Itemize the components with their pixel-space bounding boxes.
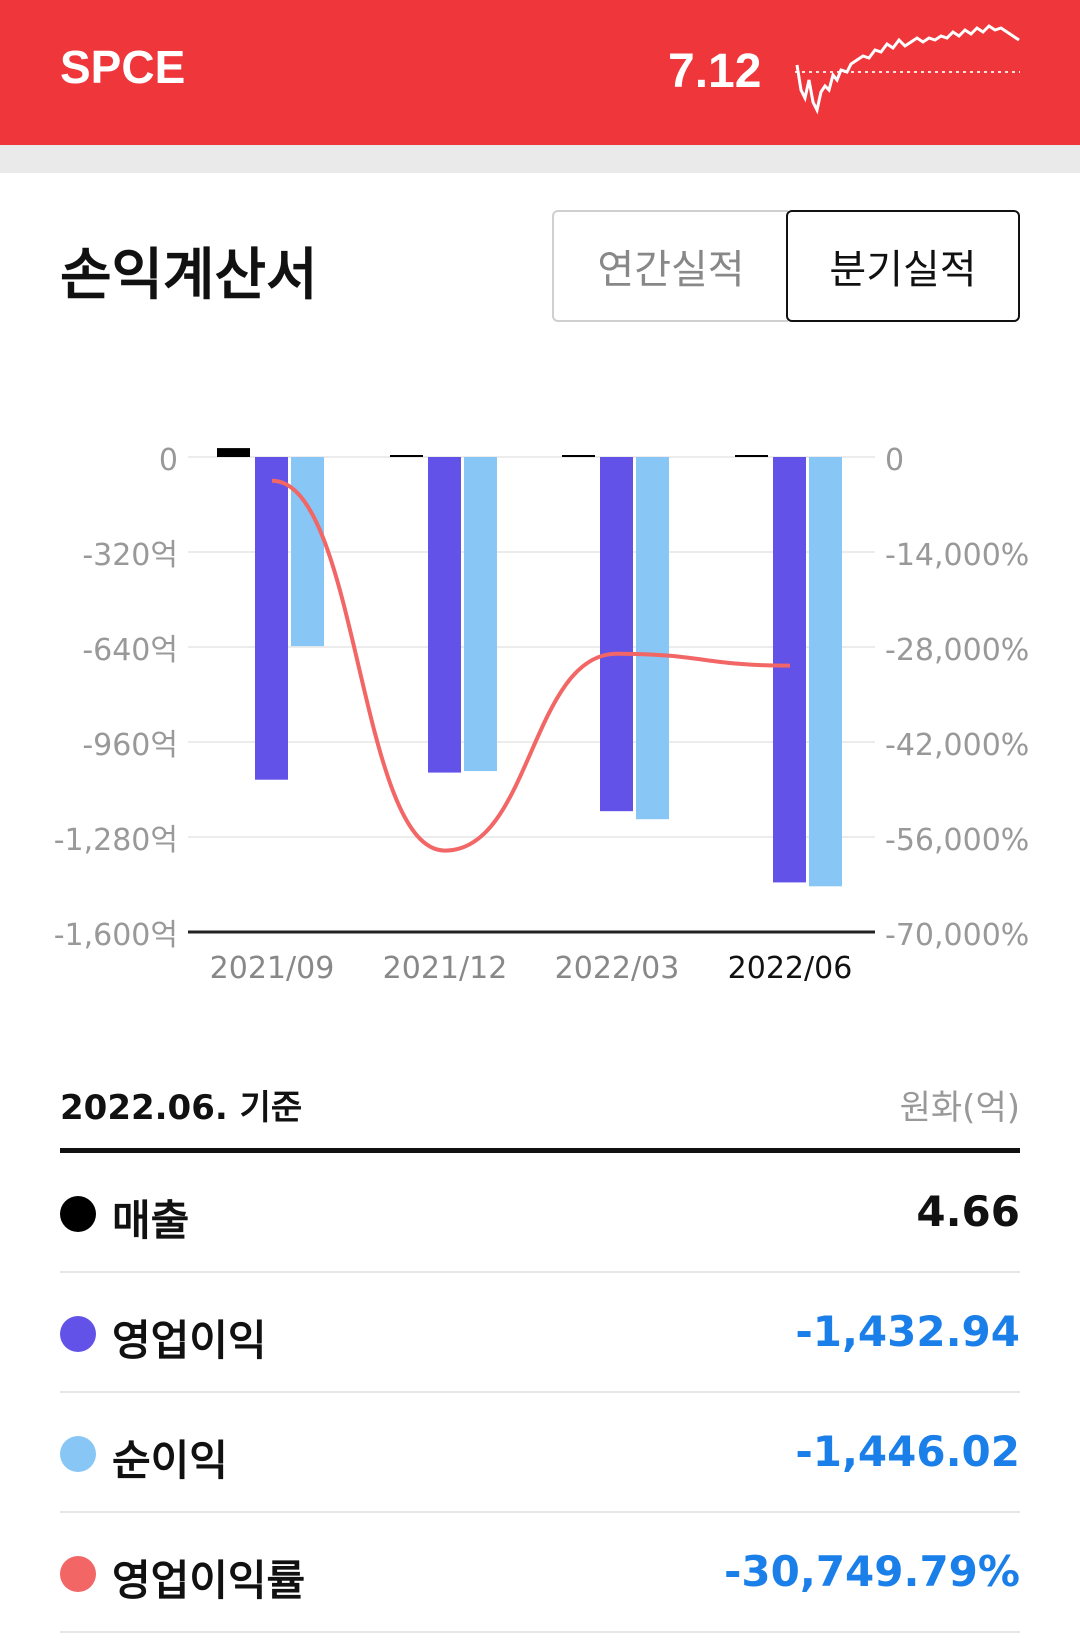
summary-unit: 원화(억)	[899, 1088, 1020, 1128]
left-axis-tick: 0	[159, 443, 178, 478]
legend-dot-revenue	[60, 1196, 96, 1232]
x-axis-tick: 2021/12	[383, 951, 508, 986]
left-axis-tick: -640억	[82, 633, 178, 668]
line-영업이익률	[271, 478, 791, 853]
bar-매출	[562, 455, 595, 457]
row-label: 매출	[112, 1196, 190, 1245]
bar-영업이익	[428, 457, 461, 773]
left-axis-tick: -1,280억	[54, 823, 178, 858]
summary-row-operating-income: 영업이익 -1,432.94	[60, 1273, 1020, 1393]
right-axis-tick: -42,000%	[885, 728, 1029, 763]
row-label: 영업이익률	[112, 1556, 306, 1605]
bar-순이익	[636, 457, 669, 820]
income-chart: 0 0 -320억 -14,000% -640억 -28,000% -960억 -42,000…	[54, 443, 1030, 986]
right-axis-tick: -56,000%	[885, 823, 1029, 858]
x-axis-tick: 2022/03	[555, 951, 680, 986]
current-price: 7.12	[668, 45, 762, 98]
bar-영업이익	[773, 457, 806, 883]
x-axis-tick: 2022/06	[728, 951, 853, 986]
x-axis-tick: 2021/09	[210, 951, 335, 986]
summary-divider	[60, 1148, 1020, 1153]
bar-순이익	[464, 457, 497, 772]
legend-dot-operating-margin	[60, 1556, 96, 1592]
bar-순이익	[291, 457, 324, 647]
tab-annual[interactable]: 연간실적	[552, 210, 788, 322]
summary-row-revenue: 매출 4.66	[60, 1153, 1020, 1273]
legend-dot-net-income	[60, 1436, 96, 1472]
bar-매출	[390, 455, 423, 457]
section-title: 손익계산서	[60, 243, 318, 308]
right-axis-tick: 0	[885, 443, 904, 478]
right-axis-tick: -28,000%	[885, 633, 1029, 668]
stock-header: SPCE 7.12	[0, 0, 1080, 145]
bar-매출	[735, 455, 768, 457]
row-label: 영업이익	[112, 1316, 267, 1365]
left-axis-tick: -1,600억	[54, 918, 178, 953]
ticker-symbol: SPCE	[60, 41, 186, 93]
right-axis-tick: -14,000%	[885, 538, 1029, 573]
summary-row-net-income: 순이익 -1,446.02	[60, 1393, 1020, 1513]
legend-dot-operating-income	[60, 1316, 96, 1352]
row-value: -30,749.79%	[724, 1547, 1020, 1596]
bar-매출	[217, 448, 250, 457]
bar-영업이익	[255, 457, 288, 780]
row-label: 순이익	[112, 1436, 228, 1485]
row-value: -1,446.02	[795, 1427, 1020, 1476]
left-axis-tick: -320억	[82, 538, 178, 573]
row-value: -1,432.94	[795, 1307, 1020, 1356]
bar-순이익	[809, 457, 842, 887]
price-sparkline	[795, 24, 1020, 115]
right-axis-tick: -70,000%	[885, 918, 1029, 953]
tab-quarterly[interactable]: 분기실적	[786, 210, 1020, 322]
summary-basis-date: 2022.06. 기준	[60, 1088, 303, 1128]
left-axis-tick: -960억	[82, 728, 178, 763]
header-divider	[0, 145, 1080, 173]
row-value: 4.66	[916, 1187, 1020, 1236]
bar-영업이익	[600, 457, 633, 812]
summary-row-operating-margin: 영업이익률 -30,749.79%	[60, 1513, 1020, 1633]
